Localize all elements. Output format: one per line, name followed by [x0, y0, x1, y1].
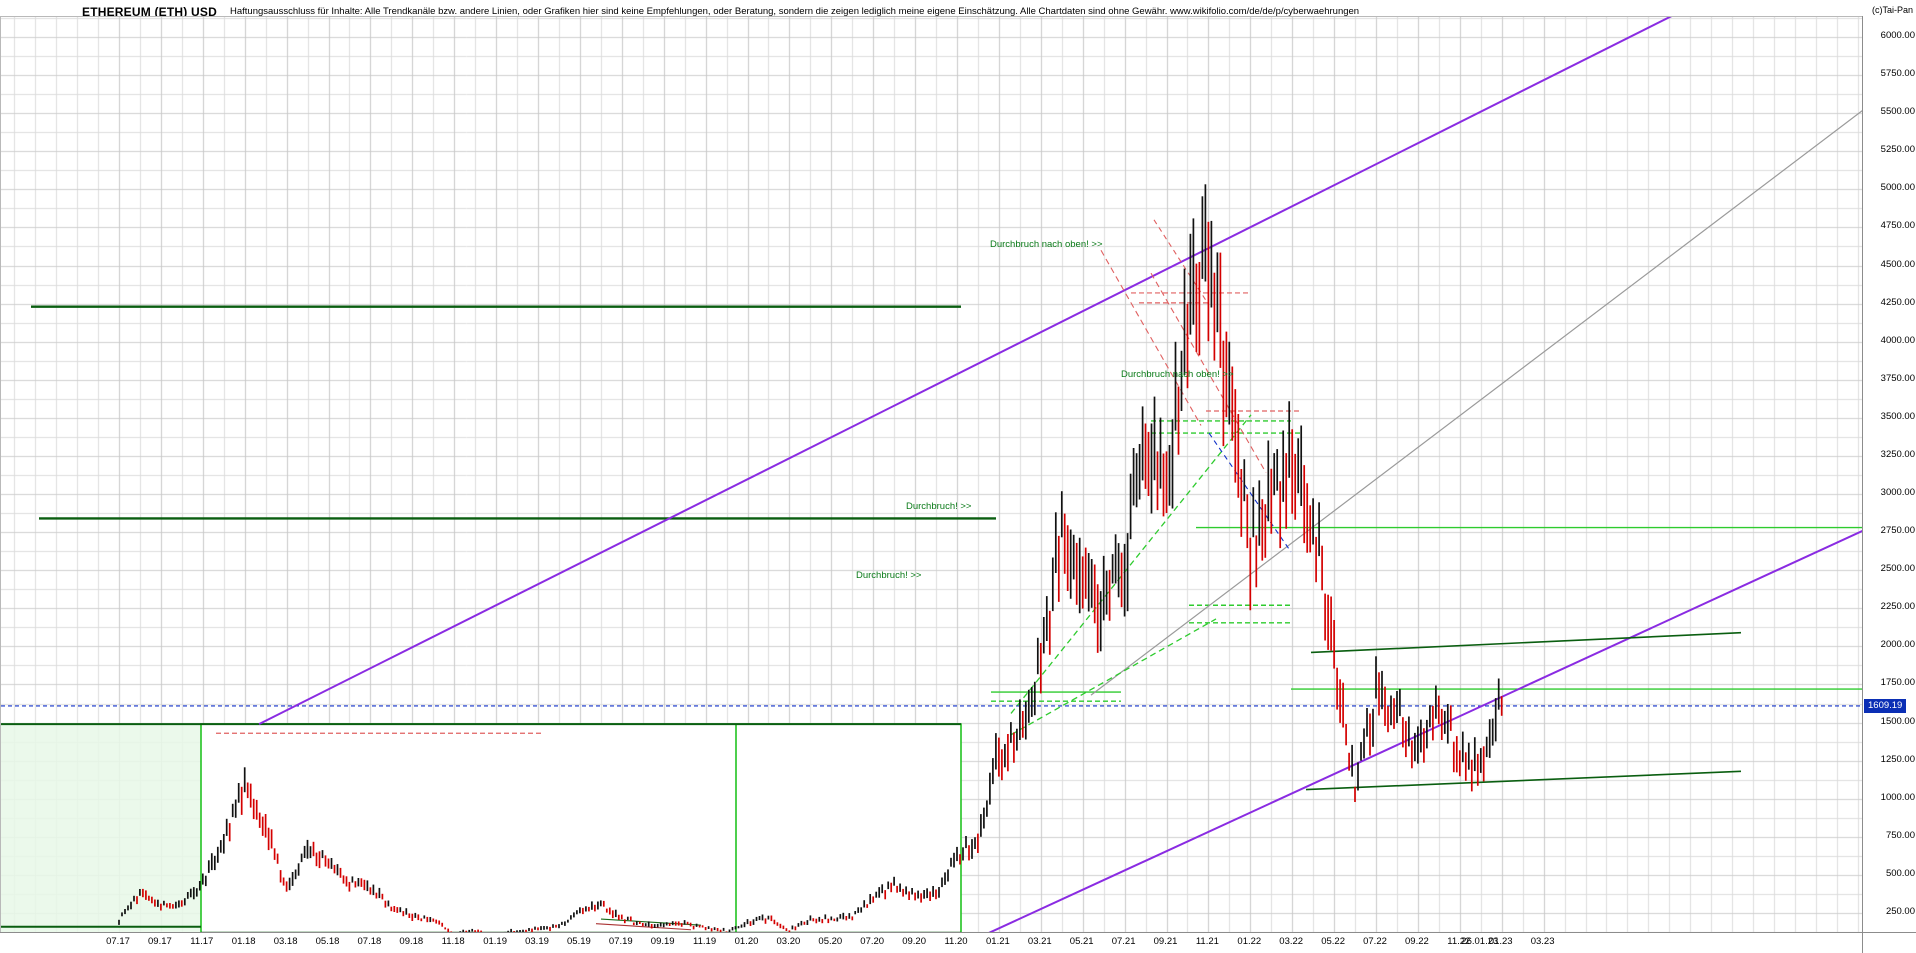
blue-dashed-down: [1209, 433, 1291, 552]
y-axis-tick-label: 4000.00: [1881, 335, 1915, 346]
x-axis-tick-label: 05.22: [1321, 936, 1345, 947]
x-axis-tick-label: 03.18: [274, 936, 298, 947]
x-axis-tick-label: 07.17: [106, 936, 130, 947]
y-axis-tick-label: 3250.00: [1881, 449, 1915, 460]
x-axis-tick-label: 07.21: [1112, 936, 1136, 947]
current-price-tag: 1609.19: [1864, 699, 1906, 713]
x-axis-tick-label: 03.23: [1531, 936, 1555, 947]
y-axis-tick-label: 4250.00: [1881, 297, 1915, 308]
brand-label: (c)Tai-Pan: [1872, 5, 1913, 15]
x-axis-tick-label: 07.20: [860, 936, 884, 947]
x-axis-tick-label: 11.20: [944, 936, 967, 947]
x-axis-tick-label: 09.17: [148, 936, 172, 947]
right-channel-upper: [1311, 633, 1741, 653]
y-axis-tick-label: 3750.00: [1881, 373, 1915, 384]
x-axis-tick-label: 01.18: [232, 936, 256, 947]
y-axis-tick-label: 5000.00: [1881, 182, 1915, 193]
x-axis-tick-label: 11.19: [693, 936, 716, 947]
x-axis-tick-label: 05.21: [1070, 936, 1094, 947]
purple-upper-trendline: [259, 17, 1721, 724]
chart-annotation-label: Durchbruch nach oben! >>: [1121, 369, 1234, 380]
accumulation-zone-shade: [1, 724, 201, 933]
x-axis-tick-label: 01.22: [1237, 936, 1261, 947]
zone-spacer: [201, 724, 961, 933]
y-axis-tick-label: 2000.00: [1881, 639, 1915, 650]
y-axis-tick-label: 4500.00: [1881, 259, 1915, 270]
x-axis-tick-label: 09.21: [1154, 936, 1178, 947]
y-axis-tick-label: 5250.00: [1881, 144, 1915, 155]
y-axis-tick-label: 250.00: [1886, 906, 1915, 917]
x-axis-tick-label: 09.22: [1405, 936, 1429, 947]
y-axis-tick-label: 1500.00: [1881, 716, 1915, 727]
x-axis-tick-label: 09.20: [902, 936, 926, 947]
chart-plot-area[interactable]: Durchbruch nach oben! >> Durchbruch nach …: [0, 16, 1863, 933]
x-axis-tick-label: 09.18: [399, 936, 423, 947]
x-axis-tick-label: 03.19: [525, 936, 549, 947]
x-axis-tick-label: 03.20: [777, 936, 801, 947]
y-axis-tick-label: 3500.00: [1881, 411, 1915, 422]
x-axis-tick-label: 07.19: [609, 936, 633, 947]
y-axis-tick-label: 2500.00: [1881, 563, 1915, 574]
x-axis-tick-label: 11.18: [442, 936, 465, 947]
y-axis-tick-label: 2250.00: [1881, 601, 1915, 612]
x-axis-tick-label: 07.22: [1363, 936, 1387, 947]
y-axis-tick-label: 1750.00: [1881, 677, 1915, 688]
x-axis-current-date-label: 26.01.23: [1461, 936, 1498, 947]
x-axis-tick-label: 01.20: [735, 936, 759, 947]
y-axis-tick-label: 5750.00: [1881, 68, 1915, 79]
x-axis-tick-label: 03.22: [1279, 936, 1303, 947]
x-axis-tick-label: 11.17: [190, 936, 213, 947]
y-axis-tick-label: 750.00: [1886, 830, 1915, 841]
x-axis-tick-label: 11.21: [1196, 936, 1219, 947]
x-axis-tick-label: 05.18: [316, 936, 340, 947]
gray-trendline: [1091, 110, 1863, 695]
x-axis-tick-label: 07.18: [358, 936, 382, 947]
x-axis-tick-label: 01.21: [986, 936, 1010, 947]
y-axis-tick-label: 4750.00: [1881, 220, 1915, 231]
y-axis-tick-label: 2750.00: [1881, 525, 1915, 536]
mid-channel-upper: [1011, 415, 1251, 714]
x-axis-tick-label: 03.21: [1028, 936, 1052, 947]
y-axis-tick-label: 5500.00: [1881, 106, 1915, 117]
mid-channel-lower: [1011, 619, 1216, 735]
x-axis-tick-label: 09.19: [651, 936, 675, 947]
chart-series-layer: [1, 17, 1863, 933]
chart-annotation-label: Durchbruch! >>: [856, 570, 921, 581]
y-axis-tick-label: 500.00: [1886, 868, 1915, 879]
y-axis: 6000.00 5750.00 5500.00 5250.00 5000.00 4750.…: [1862, 16, 1916, 932]
x-axis: 07.17 09.17 11.17 01.18 03.18 05.18 07.18 09.18…: [0, 932, 1862, 953]
purple-lower-trendline: [961, 531, 1863, 933]
right-channel-lower: [1306, 771, 1741, 789]
chart-annotation-label: Durchbruch nach oben! >>: [990, 239, 1103, 250]
chart-annotation-label: Durchbruch! >>: [906, 501, 971, 512]
x-axis-tick-label: 05.19: [567, 936, 591, 947]
y-axis-tick-label: 1000.00: [1881, 792, 1915, 803]
y-axis-tick-label: 3000.00: [1881, 487, 1915, 498]
axis-corner: [1862, 932, 1916, 953]
x-axis-tick-label: 01.19: [483, 936, 507, 947]
y-axis-tick-label: 6000.00: [1881, 30, 1915, 41]
y-axis-tick-label: 1250.00: [1881, 754, 1915, 765]
x-axis-tick-label: 05.20: [818, 936, 842, 947]
